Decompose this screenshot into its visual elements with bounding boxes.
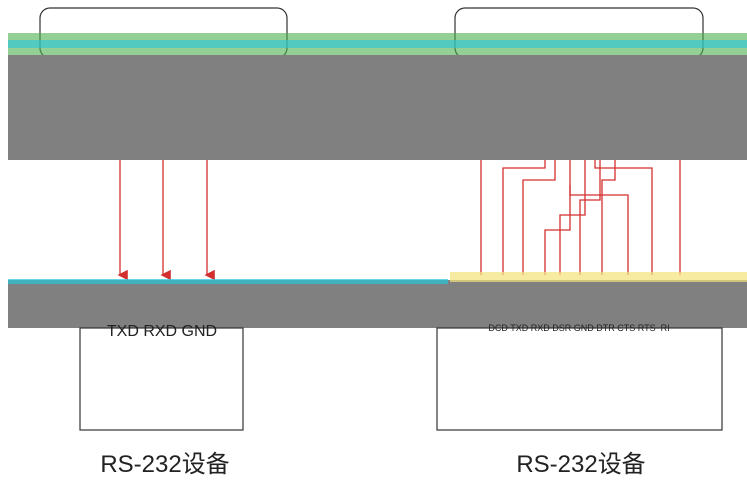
noise-band [450, 272, 747, 282]
device-box-right [436, 327, 723, 431]
pin-labels: TXD RXD GND [107, 323, 217, 340]
device-box-left [79, 327, 244, 431]
right-wires [480, 160, 681, 275]
left-wires [117, 160, 215, 281]
gray-band [8, 280, 747, 328]
noise-band [8, 279, 448, 284]
device-label: RS-232设备 [516, 451, 645, 478]
noise-band [8, 40, 747, 48]
pin-labels: DCD TXD RXD DSR GND DTR CTS RTS RI [488, 323, 669, 333]
device-label: RS-232设备 [100, 451, 229, 478]
gray-band [8, 55, 747, 160]
